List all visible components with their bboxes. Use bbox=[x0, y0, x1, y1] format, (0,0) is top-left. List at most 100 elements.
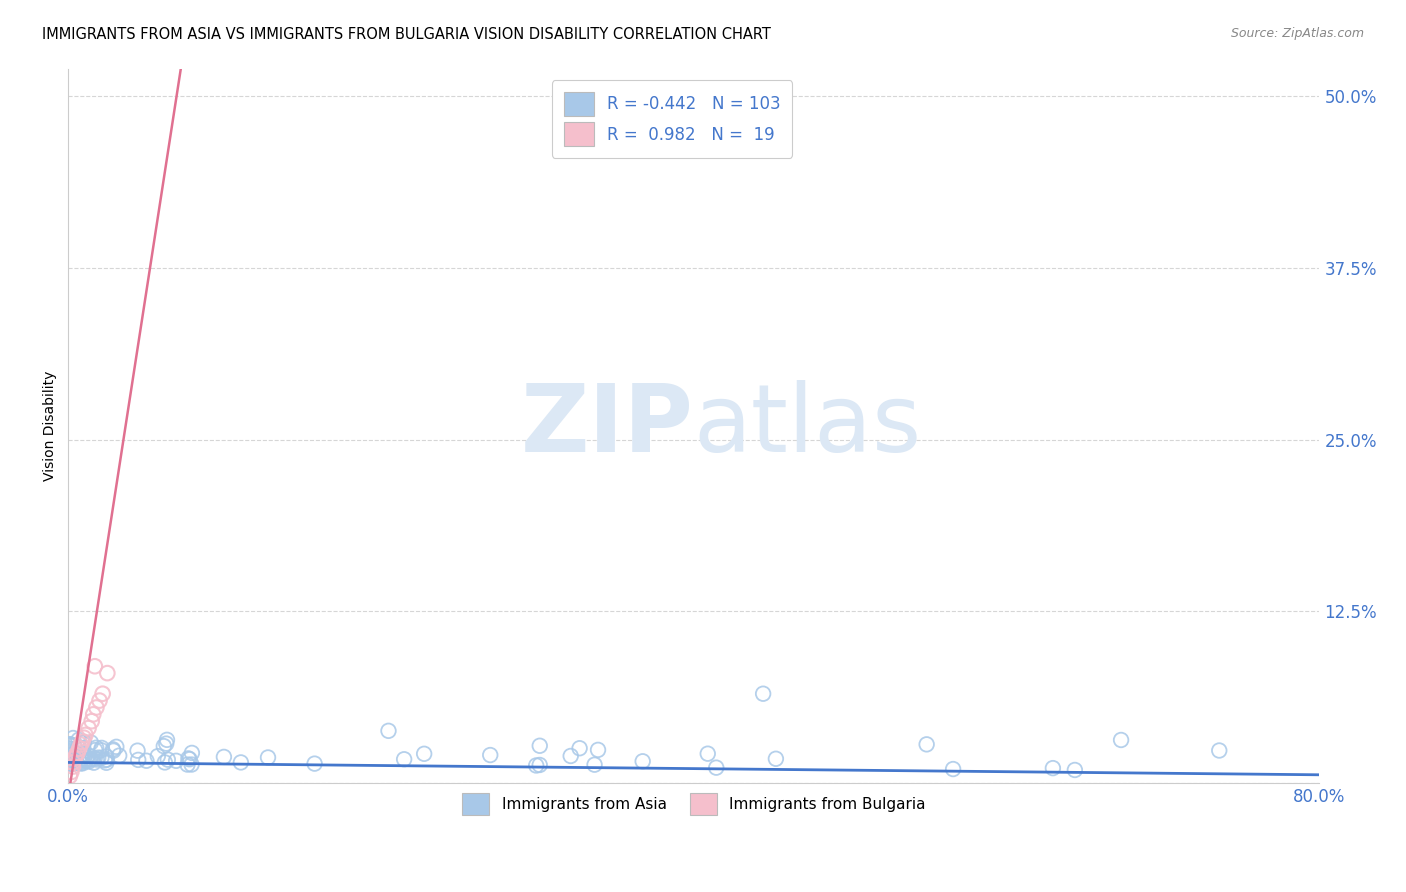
Point bbox=[63, 746, 86, 760]
Point bbox=[60, 751, 83, 765]
Point bbox=[59, 755, 82, 769]
Point bbox=[127, 744, 149, 758]
Point bbox=[96, 753, 118, 767]
Point bbox=[91, 687, 114, 701]
Point bbox=[59, 737, 82, 751]
Point bbox=[90, 740, 112, 755]
Point bbox=[177, 751, 200, 765]
Point bbox=[156, 753, 179, 767]
Point bbox=[59, 738, 82, 752]
Point bbox=[96, 756, 118, 770]
Point bbox=[96, 749, 118, 764]
Point bbox=[583, 757, 606, 772]
Point bbox=[586, 743, 609, 757]
Point bbox=[72, 756, 94, 771]
Point bbox=[560, 748, 582, 763]
Point bbox=[59, 746, 82, 760]
Point bbox=[69, 756, 91, 771]
Point bbox=[72, 735, 94, 749]
Point bbox=[59, 744, 82, 758]
Point bbox=[153, 756, 176, 770]
Point bbox=[63, 756, 86, 770]
Point bbox=[73, 735, 96, 749]
Point bbox=[59, 755, 82, 769]
Point bbox=[84, 743, 107, 757]
Point bbox=[103, 744, 125, 758]
Point bbox=[304, 756, 326, 771]
Point bbox=[59, 742, 82, 756]
Point bbox=[67, 732, 90, 747]
Point bbox=[765, 752, 787, 766]
Point bbox=[79, 752, 101, 766]
Point bbox=[135, 754, 157, 768]
Point bbox=[752, 687, 775, 701]
Point bbox=[529, 758, 551, 772]
Point bbox=[59, 741, 82, 756]
Point bbox=[69, 755, 91, 769]
Point bbox=[75, 728, 97, 742]
Point bbox=[80, 735, 103, 749]
Point bbox=[479, 747, 502, 762]
Point bbox=[229, 756, 252, 770]
Point bbox=[62, 756, 84, 770]
Point bbox=[59, 753, 82, 767]
Point bbox=[101, 742, 124, 756]
Point bbox=[72, 736, 94, 750]
Point bbox=[1042, 761, 1064, 775]
Point bbox=[179, 752, 201, 766]
Point bbox=[257, 750, 280, 764]
Point bbox=[73, 731, 96, 745]
Point bbox=[704, 761, 727, 775]
Point bbox=[63, 748, 86, 763]
Point bbox=[63, 739, 86, 753]
Point bbox=[86, 753, 108, 767]
Point bbox=[70, 753, 93, 767]
Point bbox=[59, 754, 82, 768]
Point bbox=[82, 707, 104, 722]
Point bbox=[529, 739, 551, 753]
Point bbox=[59, 756, 82, 771]
Text: Source: ZipAtlas.com: Source: ZipAtlas.com bbox=[1230, 27, 1364, 40]
Point bbox=[63, 747, 86, 761]
Point bbox=[69, 738, 91, 752]
Point bbox=[524, 758, 547, 772]
Point bbox=[127, 753, 149, 767]
Point bbox=[156, 732, 179, 747]
Point bbox=[79, 753, 101, 767]
Point bbox=[75, 754, 97, 768]
Point bbox=[67, 739, 90, 754]
Point bbox=[59, 739, 82, 753]
Point bbox=[87, 750, 110, 764]
Point bbox=[83, 756, 105, 770]
Point bbox=[72, 741, 94, 756]
Point bbox=[180, 757, 202, 772]
Point bbox=[155, 737, 177, 751]
Text: atlas: atlas bbox=[693, 380, 922, 472]
Point bbox=[62, 750, 84, 764]
Point bbox=[153, 739, 176, 753]
Y-axis label: Vision Disability: Vision Disability bbox=[44, 370, 58, 481]
Point bbox=[65, 753, 87, 767]
Point bbox=[942, 762, 965, 776]
Point bbox=[65, 748, 87, 763]
Point bbox=[413, 747, 436, 761]
Point bbox=[83, 751, 105, 765]
Point bbox=[165, 754, 187, 768]
Point bbox=[90, 743, 112, 757]
Point bbox=[70, 751, 93, 765]
Point bbox=[86, 700, 108, 714]
Point bbox=[915, 737, 938, 751]
Point bbox=[146, 749, 169, 764]
Point bbox=[62, 759, 84, 773]
Point bbox=[77, 748, 100, 763]
Legend: Immigrants from Asia, Immigrants from Bulgaria: Immigrants from Asia, Immigrants from Bu… bbox=[451, 782, 936, 825]
Point bbox=[66, 746, 89, 760]
Point bbox=[377, 723, 399, 738]
Point bbox=[70, 747, 93, 762]
Point bbox=[89, 693, 111, 707]
Point bbox=[212, 750, 235, 764]
Text: ZIP: ZIP bbox=[522, 380, 693, 472]
Point bbox=[62, 756, 84, 771]
Point bbox=[568, 741, 591, 756]
Point bbox=[73, 749, 96, 764]
